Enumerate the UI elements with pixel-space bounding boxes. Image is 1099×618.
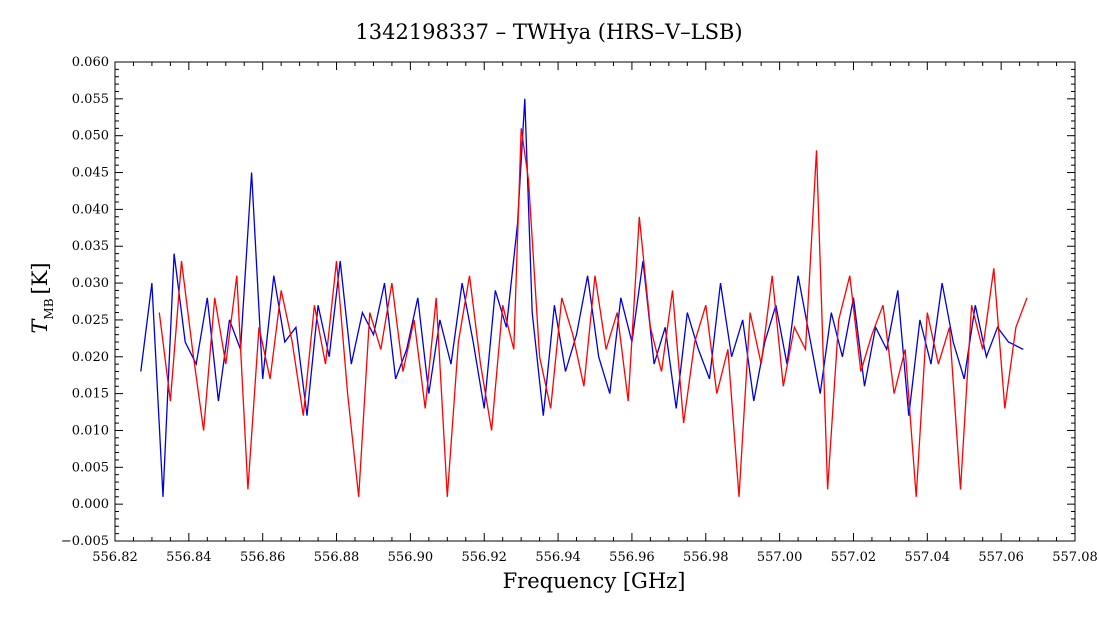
y-tick-label: −0.005 [61,534,109,549]
y-tick-label: 0.025 [72,313,109,328]
x-tick-label: 557.06 [978,550,1024,565]
y-tick-label: 0.030 [72,276,109,291]
x-axis-label: Frequency [GHz] [503,569,686,593]
x-tick-label: 557.04 [905,550,951,565]
tick-labels: 556.82 556.84 556.86 556.88 556.90 556.92 556.… [61,55,1098,565]
y-tick-label: 0.020 [72,350,109,365]
y-tick-label: 0.015 [72,387,109,402]
y-tick-label: 0.035 [72,239,109,254]
x-tick-label: 556.94 [535,550,581,565]
y-axis-label-sub: MB [42,298,56,319]
series-line-0 [140,98,1024,497]
y-tick-label: 0.050 [72,129,109,144]
x-tick-label: 556.98 [683,550,729,565]
x-tick-label: 557.02 [831,550,877,565]
x-tick-label: 556.84 [166,550,212,565]
y-tick-label: 0.055 [72,92,109,107]
series-line-1 [158,128,1028,497]
y-tick-label: 0.040 [72,202,109,217]
y-axis-label-unit: [K] [28,262,52,294]
y-axis-label-main: T [28,318,52,334]
x-tick-label: 557.08 [1052,550,1098,565]
x-tick-label: 556.88 [314,550,360,565]
y-tick-label: 0.005 [72,460,109,475]
svg-text:TMB[K]: TMB [K] [28,262,56,333]
x-tick-label: 556.92 [461,550,507,565]
y-tick-label: 0.060 [72,55,109,70]
x-tick-label: 556.96 [609,550,655,565]
series-layer [140,98,1028,497]
y-axis-label: TMB [K] [28,262,56,333]
axes-layer [114,61,1076,542]
y-tick-label: 0.010 [72,423,109,438]
y-tick-label: 0.045 [72,166,109,181]
x-tick-label: 556.90 [388,550,434,565]
x-tick-label: 556.82 [92,550,138,565]
x-tick-label: 557.00 [757,550,803,565]
y-tick-label: 0.000 [72,497,109,512]
chart-title: 1342198337 – TWHya (HRS–V–LSB) [355,20,742,44]
x-tick-label: 556.86 [240,550,286,565]
